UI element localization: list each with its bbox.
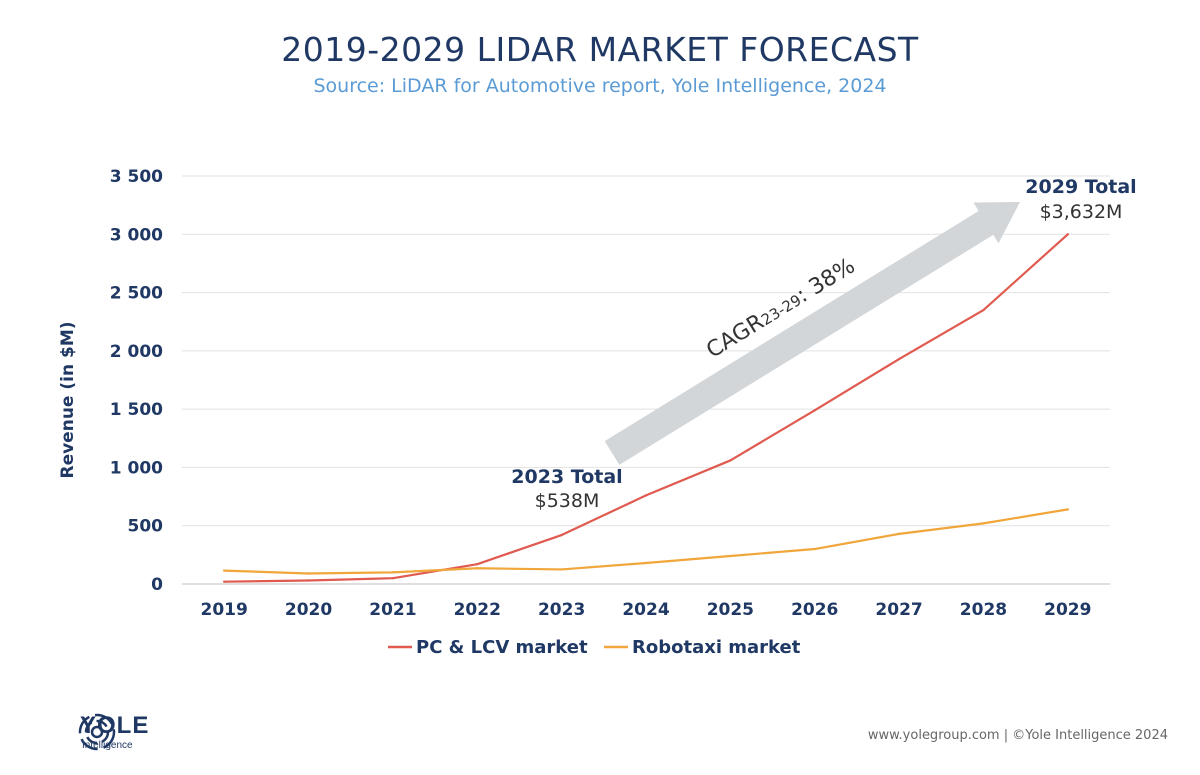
y-tick-label: 3 000 [110, 225, 163, 245]
data-point [644, 561, 648, 565]
data-point [476, 567, 479, 570]
x-axis-ticks: 2019 2020 2021 2022 2023 2024 2025 2026 2027 2028… [201, 600, 1092, 620]
logo-wordmark: YOLE [80, 712, 150, 739]
cagr-arrow: CAGR23-29: 38% [604, 202, 1020, 465]
data-point [813, 409, 816, 412]
x-tick-label: 2024 [622, 600, 669, 620]
y-tick-label: 2 500 [110, 284, 163, 304]
annotation-2029-total-value: $3,632M [1040, 201, 1123, 223]
y-tick-label: 1 000 [110, 458, 163, 478]
annotation-2023-total-value: $538M [535, 490, 600, 512]
data-point [476, 562, 479, 566]
x-tick-label: 2027 [875, 600, 922, 620]
y-axis-label: Revenue (in $M) [58, 321, 78, 478]
data-point [644, 494, 648, 497]
legend-label-robotaxi: Robotaxi market [632, 637, 801, 658]
data-point [982, 308, 985, 312]
data-point [391, 571, 395, 574]
x-tick-label: 2021 [369, 600, 416, 620]
data-point [897, 532, 901, 536]
data-point [729, 459, 732, 462]
footer-credit: www.yolegroup.com | ©Yole Intelligence 2… [867, 728, 1168, 743]
y-tick-label: 0 [151, 575, 163, 595]
logo-subtitle: Intelligence [82, 740, 133, 751]
chart-subtitle: Source: LiDAR for Automotive report, Yol… [313, 75, 887, 97]
y-tick-label: 2 000 [110, 342, 163, 362]
yole-logo-icon [78, 713, 116, 751]
x-tick-label: 2019 [201, 600, 248, 620]
chart-title: 2019-2029 LIDAR MARKET FORECAST [281, 30, 919, 69]
x-tick-label: 2026 [791, 600, 838, 620]
y-tick-label: 3 500 [110, 167, 163, 187]
y-tick-label: 1 500 [110, 400, 163, 420]
data-point [813, 547, 816, 551]
data-point [391, 576, 395, 580]
grid-lines [182, 175, 1110, 585]
x-tick-label: 2023 [538, 600, 585, 620]
data-point [307, 579, 310, 582]
data-point [560, 533, 563, 537]
x-tick-label: 2025 [707, 600, 754, 620]
data-point [560, 568, 563, 571]
legend: PC & LCV market Robotaxi market [388, 637, 801, 658]
x-tick-label: 2029 [1044, 600, 1091, 620]
x-tick-label: 2028 [960, 600, 1007, 620]
legend-label-pc-lcv: PC & LCV market [416, 637, 588, 658]
data-point [1066, 508, 1070, 511]
data-point [1066, 233, 1070, 236]
data-point [897, 357, 901, 361]
data-point [982, 522, 985, 525]
series-lines [222, 233, 1070, 583]
x-tick-label: 2020 [285, 600, 332, 620]
data-point [222, 580, 226, 583]
y-axis-ticks: 0 500 1 000 1 500 2 000 2 500 3 000 3 500 [110, 167, 163, 595]
data-point [729, 554, 732, 558]
x-tick-label: 2022 [454, 600, 501, 620]
annotation-2023-total-label: 2023 Total [511, 466, 622, 488]
y-tick-label: 500 [128, 517, 164, 537]
cagr-arrow-shape [604, 202, 1020, 465]
annotation-2029-total-label: 2029 Total [1025, 176, 1136, 198]
data-point [307, 572, 310, 575]
data-point [222, 569, 226, 572]
